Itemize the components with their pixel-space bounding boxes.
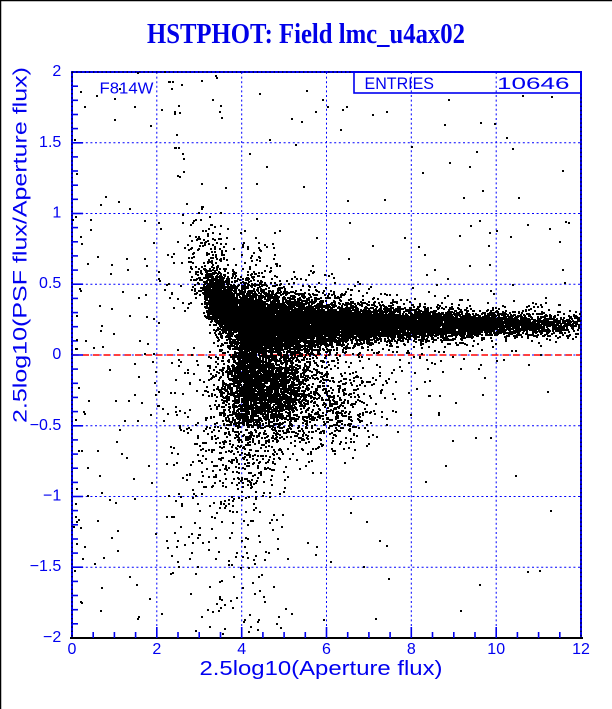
svg-text:−0.5: −0.5: [30, 417, 62, 434]
svg-text:2: 2: [152, 641, 161, 658]
svg-text:1.5: 1.5: [39, 134, 61, 151]
svg-text:6: 6: [322, 641, 331, 658]
svg-text:HSTPHOT: Field lmc_u4ax02: HSTPHOT: Field lmc_u4ax02: [147, 19, 465, 50]
svg-text:0.5: 0.5: [39, 275, 61, 292]
svg-text:10: 10: [487, 641, 505, 658]
svg-text:12: 12: [572, 641, 590, 658]
svg-text:0: 0: [52, 346, 61, 363]
svg-text:2: 2: [52, 63, 61, 80]
svg-text:4: 4: [237, 641, 246, 658]
svg-text:−1.5: −1.5: [30, 558, 62, 575]
svg-text:−2: −2: [43, 629, 61, 646]
svg-text:0: 0: [68, 641, 77, 658]
svg-text:1: 1: [52, 205, 61, 222]
svg-text:2.5log10(PSF flux/Aperture flu: 2.5log10(PSF flux/Aperture flux): [11, 67, 32, 423]
svg-text:2.5log10(Aperture flux): 2.5log10(Aperture flux): [200, 657, 443, 680]
svg-text:8: 8: [407, 641, 416, 658]
svg-text:F814W: F814W: [100, 81, 155, 98]
svg-text:10646: 10646: [497, 74, 570, 93]
svg-text:−1: −1: [43, 488, 61, 505]
svg-text:ENTRIES: ENTRIES: [365, 74, 435, 93]
